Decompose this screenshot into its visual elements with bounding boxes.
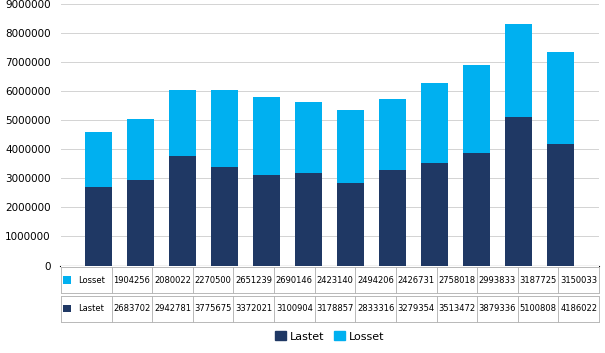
Bar [396, 296, 437, 322]
Text: 2833316: 2833316 [357, 304, 394, 313]
Bar [127, 180, 154, 265]
Bar [337, 110, 364, 183]
Bar [211, 90, 238, 167]
Bar [379, 170, 407, 265]
Text: 2426731: 2426731 [397, 276, 435, 285]
Bar [396, 267, 437, 293]
Bar [421, 163, 448, 265]
Text: 2651239: 2651239 [235, 276, 272, 285]
Text: 2690146: 2690146 [276, 276, 313, 285]
Bar [60, 267, 112, 293]
Text: 3279354: 3279354 [397, 304, 435, 313]
Bar [547, 144, 575, 265]
Bar [558, 296, 599, 322]
Text: 3775675: 3775675 [194, 304, 232, 313]
Bar [152, 296, 193, 322]
Bar [127, 119, 154, 180]
Text: 2993833: 2993833 [479, 276, 516, 285]
Text: 2080022: 2080022 [154, 276, 191, 285]
Text: 3178857: 3178857 [316, 304, 354, 313]
Bar [295, 102, 322, 173]
Bar [274, 267, 315, 293]
Text: 3879336: 3879336 [479, 304, 516, 313]
Text: Lastet: Lastet [79, 304, 104, 313]
Text: 5100808: 5100808 [520, 304, 557, 313]
Text: 2423140: 2423140 [316, 276, 353, 285]
Bar [169, 90, 196, 156]
Bar [505, 117, 532, 265]
Bar [85, 132, 113, 187]
Bar [234, 267, 274, 293]
Bar [518, 267, 558, 293]
Bar [63, 276, 71, 283]
Bar [63, 305, 71, 312]
Bar [463, 65, 491, 152]
Bar [558, 267, 599, 293]
Bar [421, 83, 448, 163]
Text: 2494206: 2494206 [357, 276, 394, 285]
Bar [274, 296, 315, 322]
Bar [505, 24, 532, 117]
Text: 1904256: 1904256 [114, 276, 151, 285]
Bar [193, 296, 234, 322]
Bar [355, 267, 396, 293]
Text: 2942781: 2942781 [154, 304, 191, 313]
Bar [477, 267, 518, 293]
Bar [437, 296, 477, 322]
Bar [60, 296, 112, 322]
Bar [315, 296, 355, 322]
Bar [355, 296, 396, 322]
Bar [169, 156, 196, 265]
Text: 4186022: 4186022 [560, 304, 597, 313]
Bar [547, 52, 575, 144]
Bar [379, 100, 407, 170]
Bar [463, 152, 491, 265]
Bar [211, 167, 238, 265]
Bar [477, 296, 518, 322]
Text: 2683702: 2683702 [113, 304, 151, 313]
Bar [85, 187, 113, 265]
Bar [315, 267, 355, 293]
Bar [518, 296, 558, 322]
Bar [437, 267, 477, 293]
Bar [112, 267, 152, 293]
Text: 3187725: 3187725 [520, 276, 557, 285]
Text: 3513472: 3513472 [438, 304, 476, 313]
Bar [337, 183, 364, 265]
Bar [152, 267, 193, 293]
Text: 3372021: 3372021 [235, 304, 272, 313]
Bar [253, 175, 280, 265]
Bar [295, 173, 322, 265]
Text: Losset: Losset [79, 276, 105, 285]
Bar [234, 296, 274, 322]
Text: 3100904: 3100904 [276, 304, 313, 313]
Bar [253, 97, 280, 175]
Bar [193, 267, 234, 293]
Text: 2270500: 2270500 [195, 276, 232, 285]
Bar [112, 296, 152, 322]
Legend: Lastet, Losset: Lastet, Losset [270, 327, 389, 346]
Text: 3150033: 3150033 [560, 276, 597, 285]
Text: 2758018: 2758018 [438, 276, 476, 285]
